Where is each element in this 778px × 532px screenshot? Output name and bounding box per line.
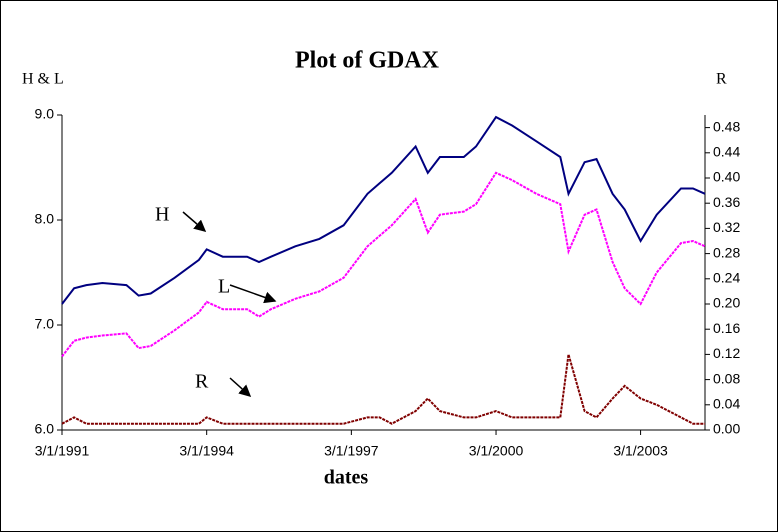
y-tick-label: 9.0 (35, 106, 55, 122)
annotation: R (195, 371, 209, 393)
x-tick-label: 3/1/1997 (324, 443, 379, 459)
x-tick-label: 3/1/2000 (469, 443, 524, 459)
y2-tick-label: 0.44 (713, 144, 740, 160)
y2-tick-label: 0.40 (713, 169, 740, 185)
arrow (229, 284, 277, 304)
y2-tick-label: 0.08 (713, 370, 740, 386)
y-axis-label: H & L (22, 71, 64, 88)
series-line (61, 171, 706, 358)
series-line (61, 354, 705, 425)
y2-tick-label: 0.36 (713, 194, 740, 210)
y2-tick-label: 0.04 (713, 396, 740, 412)
series-line (61, 115, 706, 305)
y2-tick-label: 0.12 (713, 345, 740, 361)
chart-title: Plot of GDAX (295, 48, 440, 74)
x-tick-label: 3/1/1994 (179, 443, 234, 459)
x-axis-label: dates (324, 467, 369, 489)
y2-tick-label: 0.48 (713, 118, 740, 134)
y2-tick-label: 0.32 (713, 219, 740, 235)
y-tick-label: 6.0 (35, 421, 55, 437)
arrow (182, 211, 207, 232)
y2-axis-label: R (716, 71, 727, 88)
y2-tick-label: 0.24 (713, 270, 740, 286)
y-tick-label: 8.0 (35, 211, 55, 227)
y2-tick-label: 0.28 (713, 244, 740, 260)
y2-tick-label: 0.00 (713, 421, 740, 437)
arrow (229, 377, 252, 398)
y2-tick-label: 0.16 (713, 320, 740, 336)
annotation: H (155, 204, 169, 226)
y2-tick-label: 0.20 (713, 295, 740, 311)
annotation: L (218, 276, 230, 298)
y-tick-label: 7.0 (35, 316, 55, 332)
x-tick-label: 3/1/2003 (613, 443, 668, 459)
x-tick-label: 3/1/1991 (35, 443, 90, 459)
